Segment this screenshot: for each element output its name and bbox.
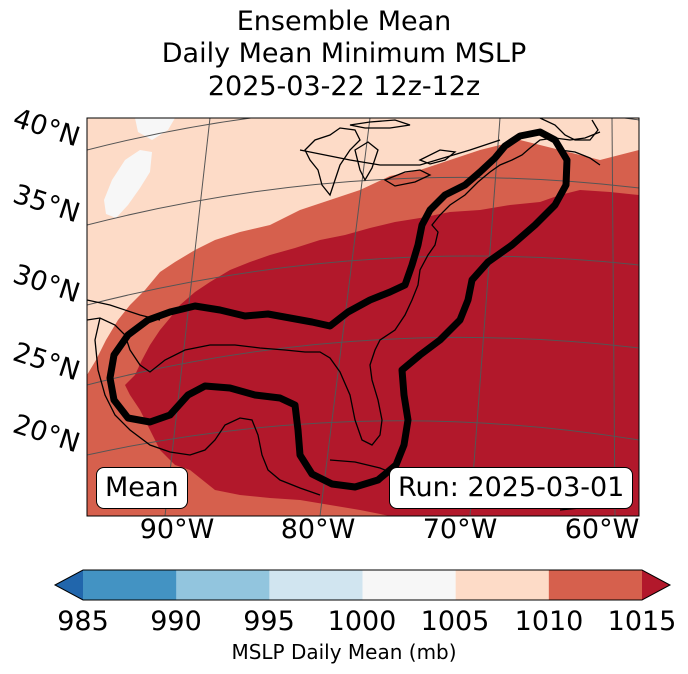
colorbar-extend-above <box>642 570 670 600</box>
run-date-box: Run: 2025-03-01 <box>389 467 634 509</box>
lon-label-60w: 60°W <box>564 514 640 545</box>
colorbar-outline <box>53 569 672 601</box>
cb-tick-995: 995 <box>243 606 295 637</box>
lon-label-90w: 90°W <box>139 514 215 545</box>
colorbar-segment-1005-1010 <box>455 570 550 600</box>
mslp-contour-outline <box>106 128 571 491</box>
title-line-3: 2025-03-22 12z-12z <box>207 71 481 102</box>
cb-tick-1015: 1015 <box>607 606 677 637</box>
colorbar-label: MSLP Daily Mean (mb) <box>231 640 457 664</box>
colorbar-segment-1000-1005 <box>362 570 457 600</box>
title-line-1: Ensemble Mean <box>236 6 452 37</box>
title-line-2: Daily Mean Minimum MSLP <box>161 38 527 69</box>
mslp-fill-1000-1005 <box>104 118 175 218</box>
cb-tick-990: 990 <box>150 606 202 637</box>
cb-tick-985: 985 <box>57 606 109 637</box>
mean-label-box: Mean <box>96 467 188 509</box>
cb-tick-1000: 1000 <box>327 606 397 637</box>
cb-tick-1010: 1010 <box>514 606 584 637</box>
lon-label-80w: 80°W <box>280 514 356 545</box>
colorbar <box>53 569 672 601</box>
colorbar-segment-985-990 <box>83 570 177 600</box>
colorbar-segment-995-1000 <box>269 570 363 600</box>
lon-label-70w: 70°W <box>422 514 498 545</box>
colorbar-segment-1010-1015 <box>548 570 643 600</box>
colorbar-extend-below <box>55 570 83 600</box>
graticule-latitudes <box>87 118 639 456</box>
map-frame <box>86 117 640 517</box>
colorbar-segment-990-995 <box>176 570 270 600</box>
cb-tick-1005: 1005 <box>420 606 490 637</box>
